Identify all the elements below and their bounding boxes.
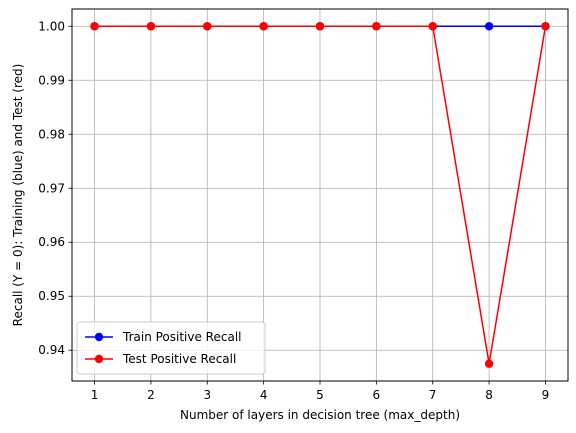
x-tick-label: 1 (91, 388, 99, 402)
data-point (146, 22, 156, 31)
series-lines (90, 22, 550, 368)
y-tick-label: 0.98 (38, 127, 65, 141)
x-tick-label: 2 (147, 388, 155, 402)
x-tick-label: 4 (260, 388, 268, 402)
x-tick-label: 7 (429, 388, 437, 402)
data-point (372, 22, 381, 31)
x-tick-label: 5 (316, 388, 324, 402)
data-point (90, 22, 99, 31)
data-point (259, 22, 268, 31)
grid (72, 9, 568, 381)
y-tick-label: 0.95 (38, 289, 65, 303)
legend-entry-label: Train Positive Recall (122, 330, 241, 344)
plot-frame (71, 8, 569, 382)
legend: Train Positive Recall Test Positive Recal… (76, 321, 266, 375)
legend-box (76, 321, 266, 375)
data-point (484, 359, 494, 368)
x-tick-label: 6 (373, 388, 381, 402)
x-tick-label: 3 (203, 388, 211, 402)
y-tick-label: 1.00 (38, 19, 65, 33)
x-axis-label: Number of layers in decision tree (max_d… (180, 408, 460, 422)
legend-marker (94, 354, 104, 364)
data-point (315, 22, 325, 31)
y-tick-label: 0.99 (38, 73, 65, 87)
data-point (428, 22, 437, 31)
axis-ticks: 1 2 3 4 5 6 7 8 9 0.94 0.95 0.96 0.97 0.98 0.99 1.00 (38, 19, 549, 402)
legend-entry-label: Test Positive Recall (122, 352, 236, 366)
data-point (541, 22, 550, 31)
data-point (203, 22, 212, 31)
x-tick-label: 8 (485, 388, 493, 402)
y-tick-label: 0.94 (38, 343, 65, 357)
y-tick-label: 0.96 (38, 235, 65, 249)
y-tick-label: 0.97 (38, 181, 65, 195)
data-point (484, 22, 494, 31)
y-axis-label: Recall (Y = 0): Training (blue) and Test… (11, 64, 25, 327)
x-tick-label: 9 (542, 388, 550, 402)
legend-marker (94, 332, 104, 342)
